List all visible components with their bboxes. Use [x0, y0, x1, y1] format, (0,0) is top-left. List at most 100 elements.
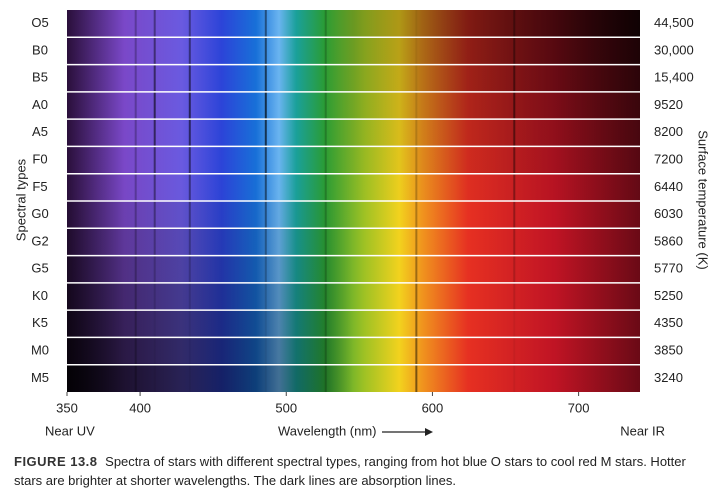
spectrum-shade	[67, 64, 640, 92]
spectrum-shade	[67, 37, 640, 65]
absorption-line	[415, 255, 418, 283]
absorption-line	[188, 64, 191, 92]
absorption-line	[134, 10, 137, 38]
spectrum-shade	[67, 10, 640, 38]
absorption-line	[324, 119, 327, 147]
absorption-line	[153, 146, 156, 174]
absorption-line	[264, 146, 267, 174]
absorption-line	[188, 337, 191, 365]
absorption-line	[264, 64, 267, 92]
absorption-line	[188, 282, 191, 311]
spectrum-shade	[67, 173, 640, 201]
y2-tick-label: 8200	[654, 124, 683, 139]
absorption-line	[415, 201, 418, 229]
absorption-line	[134, 310, 137, 338]
y2-tick-label: 6030	[654, 206, 683, 221]
absorption-line	[264, 337, 267, 365]
absorption-line	[264, 282, 267, 311]
absorption-line	[415, 91, 418, 120]
absorption-line	[264, 228, 267, 256]
absorption-line	[134, 228, 137, 256]
y-tick-label: F5	[32, 179, 47, 194]
y-tick-label: B5	[32, 70, 48, 85]
absorption-line	[324, 282, 327, 311]
absorption-line	[513, 119, 516, 147]
y2-tick-label: 6440	[654, 179, 683, 194]
y-tick-label: G2	[31, 233, 48, 248]
absorption-line	[153, 173, 156, 201]
y2-tick-label: 5250	[654, 288, 683, 303]
absorption-line	[188, 364, 191, 392]
y2-axis-label: Surface temperature (K)	[696, 130, 711, 269]
absorption-line	[134, 37, 137, 65]
absorption-line	[153, 64, 156, 92]
absorption-line	[513, 364, 516, 392]
absorption-line	[415, 337, 418, 365]
x-tick-label: 350	[56, 400, 78, 415]
absorption-line	[188, 10, 191, 38]
absorption-line	[188, 91, 191, 120]
spectrum-shade	[67, 255, 640, 283]
absorption-line	[513, 310, 516, 338]
y2-tick-label: 9520	[654, 97, 683, 112]
absorption-line	[513, 255, 516, 283]
y-tick-label: K0	[32, 288, 48, 303]
absorption-line	[153, 255, 156, 283]
y-tick-label: M0	[31, 343, 49, 358]
absorption-line	[188, 201, 191, 229]
spectrum-shade	[67, 282, 640, 311]
y2-tick-label: 15,400	[654, 70, 694, 85]
absorption-line	[264, 255, 267, 283]
absorption-line	[153, 282, 156, 311]
absorption-line	[188, 173, 191, 201]
absorption-line	[513, 173, 516, 201]
absorption-line	[513, 64, 516, 92]
spectrum-shade	[67, 119, 640, 147]
absorption-line	[415, 310, 418, 338]
absorption-line	[134, 119, 137, 147]
absorption-line	[153, 228, 156, 256]
absorption-line	[188, 119, 191, 147]
y2-tick-label: 4350	[654, 315, 683, 330]
absorption-line	[415, 64, 418, 92]
absorption-line	[134, 146, 137, 174]
absorption-line	[513, 10, 516, 38]
absorption-line	[264, 201, 267, 229]
y2-tick-label: 3240	[654, 370, 683, 385]
arrow-head	[425, 428, 433, 436]
absorption-line	[134, 337, 137, 365]
absorption-line	[134, 173, 137, 201]
left-note: Near UV	[45, 423, 95, 438]
absorption-line	[513, 282, 516, 311]
x-tick-label: 600	[422, 400, 444, 415]
absorption-line	[188, 228, 191, 256]
spectrum-shade	[67, 364, 640, 392]
absorption-line	[324, 310, 327, 338]
absorption-line	[324, 10, 327, 38]
spectrum-shade	[67, 337, 640, 365]
x-tick-label: 700	[568, 400, 590, 415]
absorption-line	[415, 146, 418, 174]
absorption-line	[153, 310, 156, 338]
absorption-line	[153, 10, 156, 38]
absorption-line	[188, 310, 191, 338]
absorption-line	[324, 364, 327, 392]
absorption-line	[153, 337, 156, 365]
absorption-line	[264, 173, 267, 201]
absorption-line	[324, 64, 327, 92]
absorption-line	[513, 91, 516, 120]
y2-tick-label: 5860	[654, 233, 683, 248]
absorption-line	[264, 119, 267, 147]
absorption-line	[324, 228, 327, 256]
absorption-line	[324, 91, 327, 120]
absorption-line	[324, 255, 327, 283]
y-axis-label: Spectral types	[13, 158, 28, 241]
absorption-line	[153, 201, 156, 229]
caption-label: FIGURE 13.8	[14, 454, 98, 469]
y-tick-label: K5	[32, 315, 48, 330]
absorption-line	[134, 255, 137, 283]
absorption-line	[324, 173, 327, 201]
y2-tick-label: 5770	[654, 261, 683, 276]
absorption-line	[264, 310, 267, 338]
